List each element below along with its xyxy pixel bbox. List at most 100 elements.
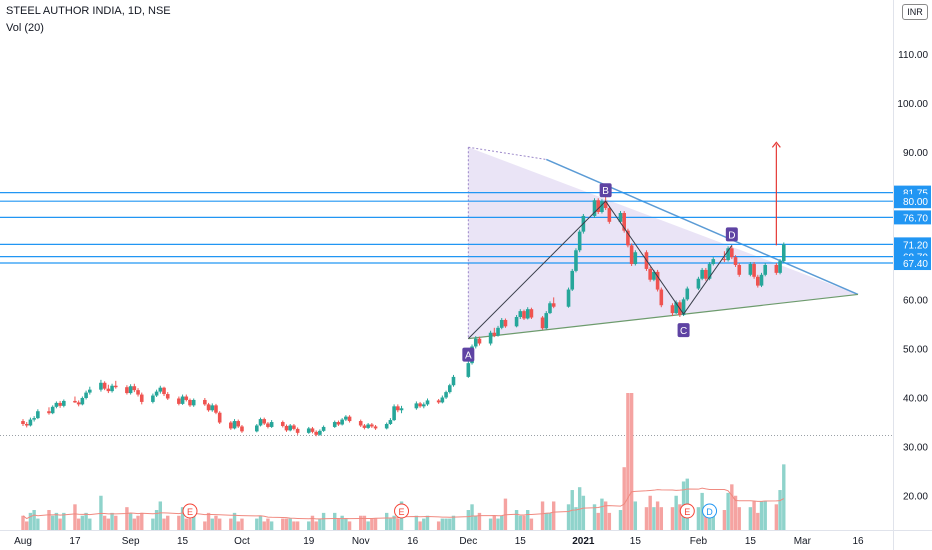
candle	[548, 301, 552, 315]
volume-bar	[659, 507, 664, 530]
volume-bar	[618, 510, 623, 530]
candle-body	[217, 412, 222, 423]
candle	[188, 398, 192, 407]
candle	[603, 195, 608, 211]
y-tick-40: 40.00	[903, 394, 928, 405]
symbol-title[interactable]: STEEL AUTHOR INDIA, 1D, NSE	[6, 5, 171, 17]
candle	[529, 307, 534, 319]
candle	[444, 390, 448, 399]
candle-body	[756, 276, 760, 286]
candle-body	[88, 389, 92, 393]
volume-bar	[336, 518, 341, 530]
volume-bar	[655, 501, 660, 530]
volume-bar	[733, 495, 738, 530]
volume-bar	[347, 521, 352, 530]
candle	[544, 311, 549, 330]
volume-bar	[652, 507, 656, 530]
volume-bar	[125, 507, 129, 530]
candle-body	[373, 426, 378, 429]
volume-bar	[28, 512, 33, 530]
candle	[336, 420, 341, 426]
candle-body	[132, 386, 137, 391]
volume-bar	[396, 518, 400, 530]
currency-badge[interactable]: INR	[902, 4, 928, 20]
candle	[399, 405, 404, 414]
x-tick-15: 15	[630, 536, 642, 547]
candle-body	[525, 309, 530, 319]
level-badge-text: 80.00	[903, 197, 928, 208]
event-marker-E: E	[679, 503, 695, 519]
volume-bar	[151, 518, 155, 530]
candle	[214, 403, 218, 415]
volume-bar	[492, 515, 497, 530]
candle-body	[763, 265, 768, 275]
volume-bar	[748, 507, 753, 530]
candle	[158, 385, 163, 394]
candle	[499, 318, 504, 330]
y-tick-90: 90.00	[903, 148, 928, 159]
candle	[704, 267, 708, 281]
candle	[514, 315, 519, 328]
candle-body	[499, 319, 504, 328]
pattern-label-C: C	[680, 326, 687, 337]
candle	[102, 381, 107, 391]
volume-bar	[154, 510, 159, 530]
candle	[332, 420, 337, 428]
candle	[258, 417, 263, 427]
candle	[752, 262, 756, 279]
x-tick-19: 19	[303, 536, 315, 547]
candle	[659, 287, 664, 308]
candle-body	[726, 248, 730, 261]
volume-bar	[177, 515, 181, 530]
candle-body	[206, 404, 211, 411]
candle-body	[722, 259, 727, 261]
x-tick-Oct: Oct	[234, 536, 250, 547]
candle	[670, 303, 675, 317]
volume-bar	[644, 507, 649, 530]
y-tick-30: 30.00	[903, 443, 928, 454]
volume-bar	[128, 512, 133, 530]
candle-body	[384, 424, 389, 429]
candle	[88, 386, 92, 395]
volume-bar	[551, 501, 556, 530]
volume-indicator-label[interactable]: Vol (20)	[6, 22, 44, 34]
x-tick-17: 17	[69, 536, 81, 547]
candle	[106, 384, 111, 394]
candle-body	[151, 395, 155, 402]
candle-body	[730, 248, 734, 258]
candle	[685, 286, 690, 301]
candle	[54, 401, 59, 409]
candle-body	[210, 405, 215, 411]
candle	[759, 272, 764, 288]
candle	[525, 307, 530, 320]
candle	[737, 263, 742, 277]
candle	[577, 229, 582, 253]
candle-body	[36, 411, 40, 419]
candle-body	[659, 289, 664, 306]
level-badge-text: 67.40	[903, 259, 928, 270]
volume-bar	[269, 521, 274, 530]
candle-body	[759, 274, 764, 286]
candle-body	[102, 382, 107, 389]
volume-bar	[140, 512, 144, 530]
volume-bar	[726, 492, 730, 530]
candle-body	[314, 431, 318, 435]
candle	[28, 417, 33, 427]
volume-bar	[310, 515, 315, 530]
volume-bar	[629, 393, 634, 530]
candle-body	[655, 271, 660, 290]
candle	[574, 248, 578, 273]
volume-bar	[474, 515, 478, 530]
candle	[436, 398, 441, 404]
candle-body	[318, 430, 322, 435]
candle	[570, 268, 575, 292]
volume-bar	[603, 501, 608, 530]
candle-body	[488, 332, 493, 344]
volume-bar	[359, 515, 363, 530]
candle-body	[332, 422, 337, 427]
candle	[748, 262, 753, 277]
volume-bar	[488, 518, 493, 530]
candle	[596, 198, 601, 214]
candle	[592, 198, 597, 218]
